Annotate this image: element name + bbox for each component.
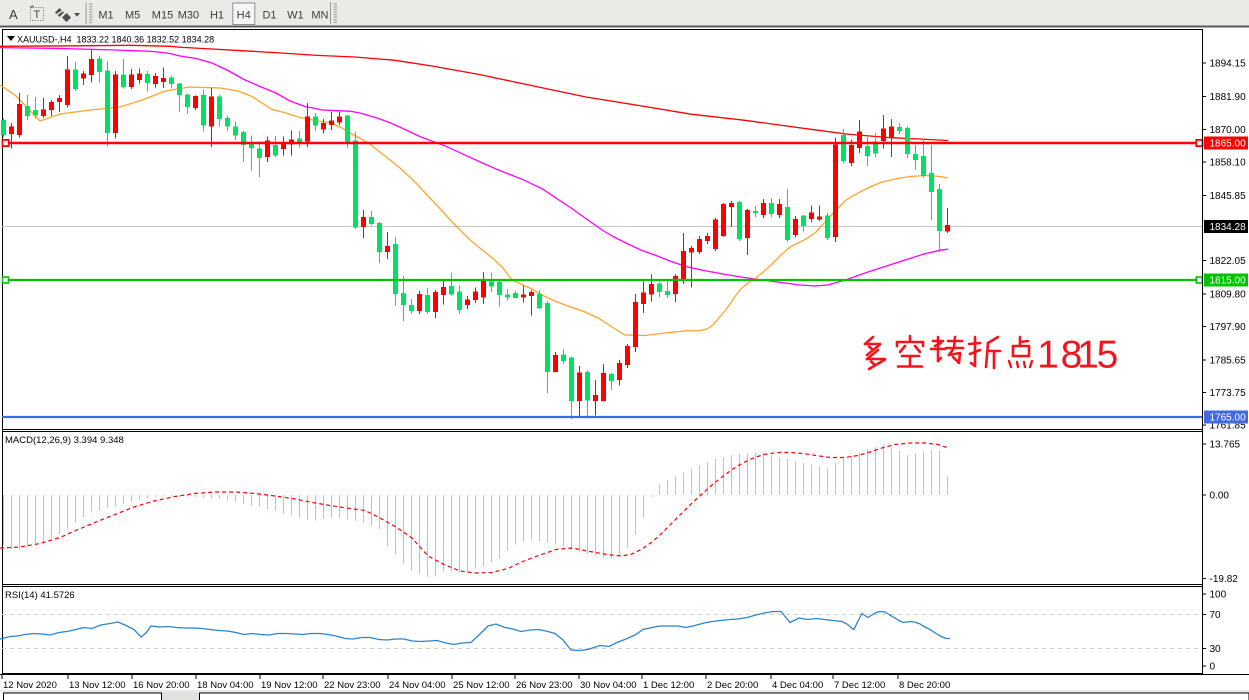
svg-text:T: T bbox=[34, 9, 41, 21]
svg-text:26 Nov 23:00: 26 Nov 23:00 bbox=[516, 680, 573, 691]
svg-text:13.765: 13.765 bbox=[1210, 440, 1241, 451]
svg-text:M1: M1 bbox=[98, 10, 113, 22]
svg-text:7 Dec 12:00: 7 Dec 12:00 bbox=[834, 680, 885, 691]
svg-text:1797.90: 1797.90 bbox=[1210, 322, 1247, 333]
svg-text:5: 5 bbox=[1097, 334, 1119, 377]
svg-text:2 Dec 20:00: 2 Dec 20:00 bbox=[707, 680, 758, 691]
svg-text:1858.10: 1858.10 bbox=[1210, 158, 1247, 169]
svg-text:1809.80: 1809.80 bbox=[1210, 290, 1247, 301]
svg-text:25 Nov 12:00: 25 Nov 12:00 bbox=[453, 680, 510, 691]
svg-text:30 Nov 04:00: 30 Nov 04:00 bbox=[580, 680, 637, 691]
svg-text:8 Dec 20:00: 8 Dec 20:00 bbox=[899, 680, 950, 691]
svg-text:RSI(14) 41.5726: RSI(14) 41.5726 bbox=[5, 590, 75, 601]
svg-text:A: A bbox=[9, 7, 18, 22]
svg-text:8: 8 bbox=[1061, 334, 1083, 377]
svg-text:1 Dec 12:00: 1 Dec 12:00 bbox=[643, 680, 694, 691]
svg-text:22 Nov 23:00: 22 Nov 23:00 bbox=[324, 680, 381, 691]
svg-text:H1: H1 bbox=[210, 10, 224, 22]
svg-text:1761.85: 1761.85 bbox=[1210, 421, 1247, 432]
svg-text:24 Nov 04:00: 24 Nov 04:00 bbox=[389, 680, 446, 691]
svg-text:18 Nov 04:00: 18 Nov 04:00 bbox=[197, 680, 254, 691]
svg-text:-19.82: -19.82 bbox=[1210, 574, 1239, 585]
svg-text:1765.00: 1765.00 bbox=[1210, 413, 1247, 424]
svg-text:1845.85: 1845.85 bbox=[1210, 191, 1247, 202]
svg-text:12 Nov 2020: 12 Nov 2020 bbox=[3, 680, 57, 691]
svg-text:4 Dec 04:00: 4 Dec 04:00 bbox=[772, 680, 823, 691]
svg-text:1822.05: 1822.05 bbox=[1210, 256, 1247, 267]
svg-text:19 Nov 12:00: 19 Nov 12:00 bbox=[261, 680, 318, 691]
svg-text:100: 100 bbox=[1210, 590, 1227, 601]
svg-text:1834.28: 1834.28 bbox=[1210, 222, 1247, 233]
svg-text:1: 1 bbox=[1077, 334, 1099, 377]
svg-text:M15: M15 bbox=[152, 10, 173, 22]
svg-text:M5: M5 bbox=[125, 10, 140, 22]
svg-text:13 Nov 12:00: 13 Nov 12:00 bbox=[69, 680, 126, 691]
svg-text:H4: H4 bbox=[237, 10, 251, 22]
svg-text:D1: D1 bbox=[262, 10, 276, 22]
svg-text:1870.00: 1870.00 bbox=[1210, 125, 1247, 136]
svg-text:30: 30 bbox=[1210, 644, 1222, 655]
svg-text:1815.00: 1815.00 bbox=[1210, 276, 1247, 287]
svg-text:M30: M30 bbox=[178, 10, 199, 22]
svg-text:MACD(12,26,9) 3.394 9.348: MACD(12,26,9) 3.394 9.348 bbox=[5, 435, 124, 446]
svg-text:0.00: 0.00 bbox=[1210, 491, 1230, 502]
svg-text:16 Nov 20:00: 16 Nov 20:00 bbox=[133, 680, 190, 691]
svg-text:1785.65: 1785.65 bbox=[1210, 356, 1247, 367]
svg-text:MN: MN bbox=[311, 10, 328, 22]
svg-text:1894.15: 1894.15 bbox=[1210, 59, 1247, 70]
svg-text:W1: W1 bbox=[287, 10, 304, 22]
svg-text:0: 0 bbox=[1210, 662, 1216, 673]
svg-text:1865.00: 1865.00 bbox=[1210, 139, 1247, 150]
svg-text:1881.90: 1881.90 bbox=[1210, 92, 1247, 103]
svg-text:70: 70 bbox=[1210, 610, 1222, 621]
svg-text:XAUUSD-,H4 1833.22 1840.36 18: XAUUSD-,H4 1833.22 1840.36 1832.52 1834.… bbox=[17, 35, 214, 45]
svg-text:1: 1 bbox=[1037, 334, 1059, 377]
svg-text:1773.75: 1773.75 bbox=[1210, 388, 1247, 399]
